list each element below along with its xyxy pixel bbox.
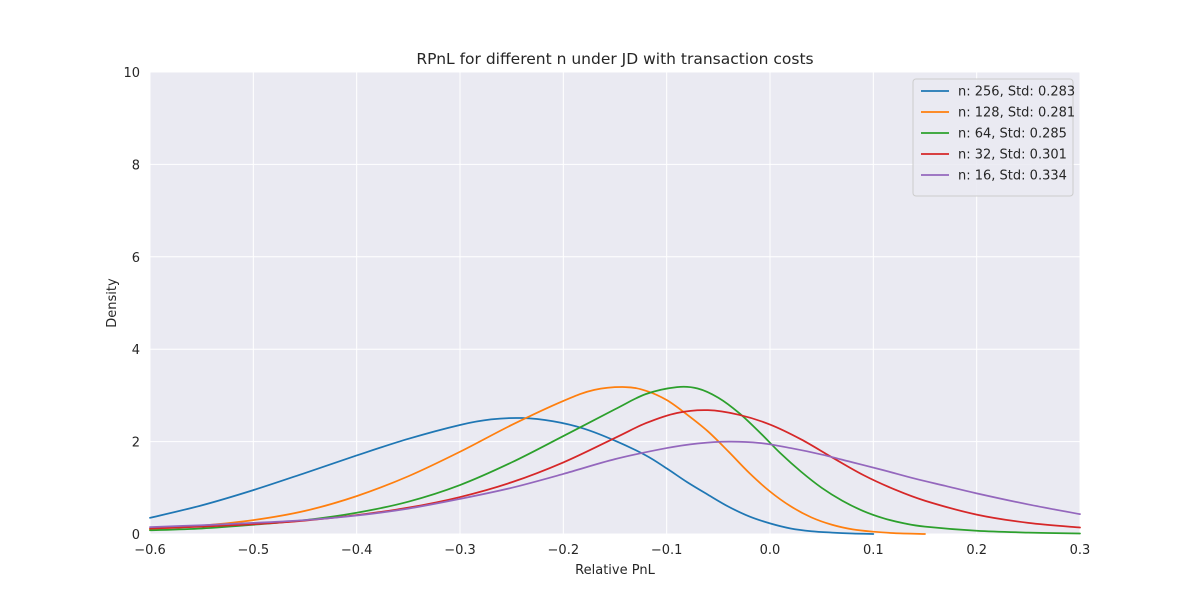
series-line-1 [149, 417, 875, 535]
legend-box [912, 78, 1074, 197]
y-tick-label: 4 [132, 343, 140, 358]
legend-entry: n: 128, Std: 0.281 [958, 106, 1075, 121]
x-tick-label: −0.3 [444, 543, 476, 558]
x-tick-label: −0.2 [548, 543, 580, 558]
y-tick-label: 2 [132, 436, 140, 451]
x-axis-label: Relative PnL [575, 563, 655, 578]
x-tick-label: −0.1 [651, 543, 683, 558]
legend-entry: n: 256, Std: 0.283 [958, 85, 1075, 100]
x-tick-label: −0.6 [134, 543, 166, 558]
legend-entry: n: 32, Std: 0.301 [958, 148, 1067, 163]
y-tick-label: 0 [132, 528, 140, 543]
y-axis-label: Density [105, 278, 120, 328]
series-line-5 [149, 440, 1081, 528]
series-lines [149, 385, 1081, 535]
tick-labels: −0.6 −0.5 −0.4 −0.3 −0.2 −0.1 0.0 0.1 0.2 0.3 0 2 4 6… [123, 66, 1090, 558]
y-tick-label: 10 [123, 66, 140, 81]
series-line-2 [149, 386, 926, 535]
chart-title: RPnL for different n under JD with trans… [416, 50, 813, 68]
x-tick-label: 0.0 [760, 543, 781, 558]
x-tick-label: 0.2 [966, 543, 987, 558]
x-tick-label: 0.1 [863, 543, 884, 558]
legend-entry: n: 16, Std: 0.334 [958, 169, 1067, 184]
series-line-3 [149, 385, 1081, 535]
legend: n: 256, Std: 0.283 n: 128, Std: 0.281 n: 6… [912, 78, 1075, 197]
legend-entry: n: 64, Std: 0.285 [958, 127, 1067, 142]
x-tick-label: −0.5 [238, 543, 270, 558]
y-tick-label: 6 [132, 251, 140, 266]
x-tick-label: 0.3 [1070, 543, 1091, 558]
x-tick-label: −0.4 [341, 543, 373, 558]
y-tick-label: 8 [132, 158, 140, 173]
